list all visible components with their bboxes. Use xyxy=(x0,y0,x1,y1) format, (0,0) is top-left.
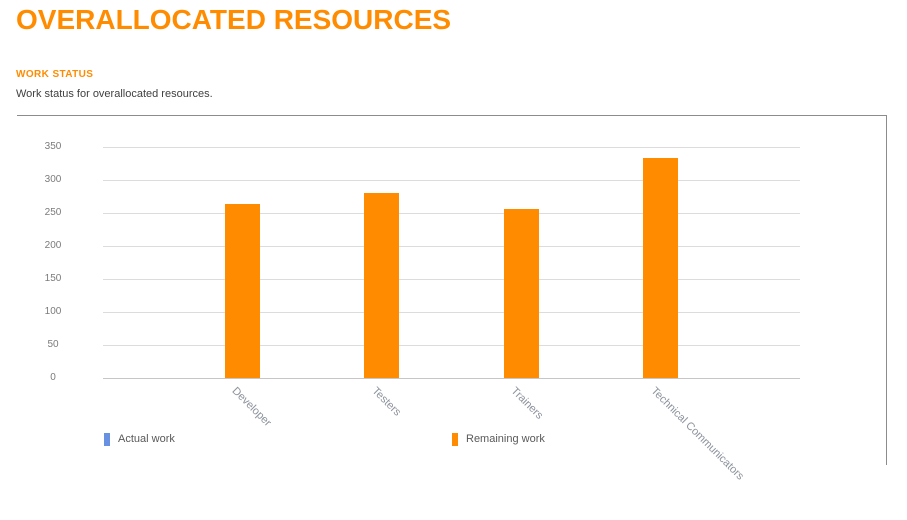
gridline xyxy=(103,246,800,248)
gridline xyxy=(103,312,800,314)
gridline xyxy=(103,279,800,281)
chart-section-description: Work status for overallocated resources. xyxy=(16,88,213,100)
y-axis-tick-label: 100 xyxy=(44,306,62,318)
legend-label: Actual work xyxy=(118,433,175,445)
x-axis-line xyxy=(103,378,800,380)
bar-remaining-work xyxy=(503,209,539,379)
chart-section-heading: WORK STATUS xyxy=(16,69,94,80)
gridline xyxy=(103,180,800,182)
y-axis-tick-label: 150 xyxy=(44,273,62,285)
gridline xyxy=(103,345,800,347)
y-axis-tick-label: 50 xyxy=(47,339,59,351)
x-axis-category-label: Technical Communicators xyxy=(648,385,746,483)
y-axis-tick-label: 0 xyxy=(50,372,56,384)
gridline xyxy=(103,147,800,148)
legend-label: Remaining work xyxy=(466,433,545,445)
chart-panel: 0 50 100 150 200 250 300 350 Developer Testers Tra… xyxy=(17,115,887,483)
y-axis-tick-label: 200 xyxy=(44,240,62,252)
page-title: OVERALLOCATED RESOURCES xyxy=(16,4,452,35)
y-axis-tick-label: 300 xyxy=(44,174,62,186)
gridline xyxy=(103,213,800,215)
bar-remaining-work xyxy=(643,157,679,379)
legend-marker-actual-work xyxy=(104,433,110,446)
x-axis-category-label: Developer xyxy=(229,385,274,430)
legend-marker-remaining-work xyxy=(452,433,458,446)
bar-remaining-work xyxy=(224,203,260,379)
x-axis-category-label: Testers xyxy=(369,385,403,419)
y-axis-tick-label: 250 xyxy=(44,207,62,219)
bar-remaining-work xyxy=(364,193,400,379)
x-axis-category-label: Trainers xyxy=(508,385,546,423)
y-axis-tick-label: 350 xyxy=(44,141,62,152)
